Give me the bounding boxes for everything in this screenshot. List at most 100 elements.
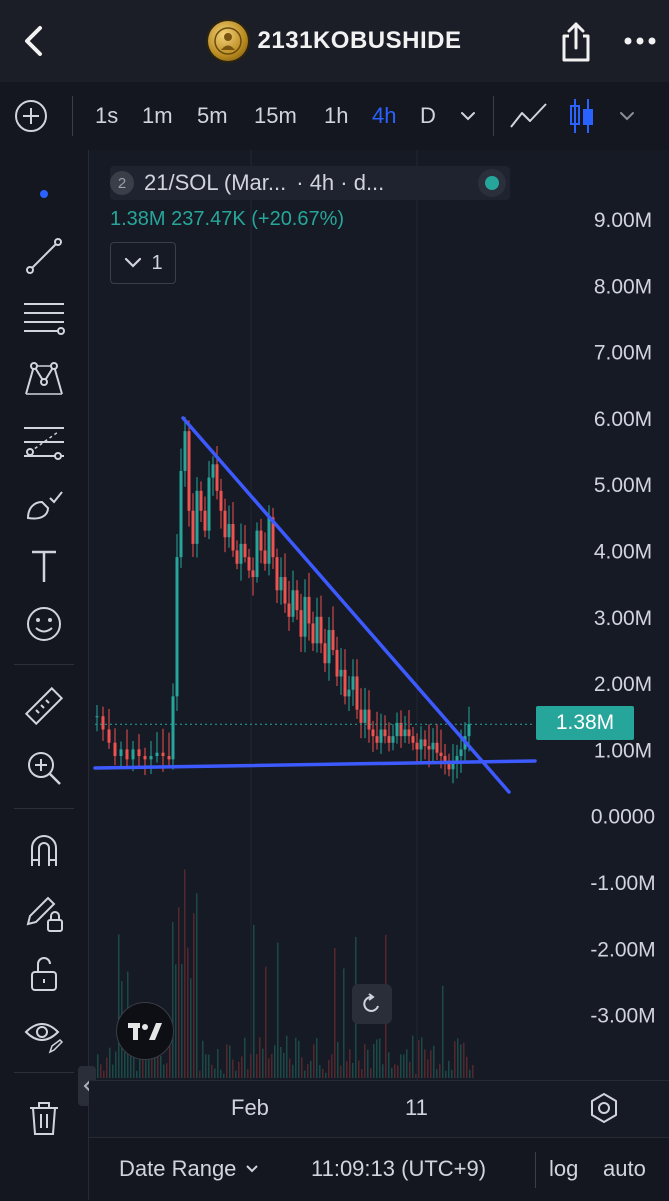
candle-body (195, 490, 199, 544)
volume-bar (394, 1064, 396, 1078)
timeframe-1m[interactable]: 1m (142, 103, 173, 128)
candle-body (443, 756, 447, 763)
timeframe-15m[interactable]: 15m (254, 103, 297, 128)
timeframe-dropdown[interactable] (456, 104, 480, 128)
volume-bar (376, 1039, 378, 1078)
volume-bar (331, 1054, 333, 1078)
measure-tool[interactable] (20, 682, 68, 730)
reset-chart-button[interactable] (352, 984, 392, 1024)
volume-bar (223, 1073, 225, 1078)
visibility-tool[interactable] (20, 1010, 68, 1058)
y-tick-label: 0.0000 (591, 806, 655, 829)
price-chart[interactable]: 9.00M 8.00M 7.00M 6.00M 5.00M 4.00M 3.00M 2.00M… (89, 150, 669, 1080)
text-icon (32, 550, 56, 582)
smiley-icon (27, 607, 61, 641)
top-bar: 2131KOBUSHIDE (0, 0, 669, 82)
candle-body (327, 630, 331, 664)
legend-collapse-button[interactable]: 1 (110, 242, 176, 284)
volume-bar (172, 921, 174, 1078)
volume-bar (211, 1064, 213, 1078)
volume-bar (295, 1037, 297, 1078)
candle-body (435, 742, 439, 753)
volume-bar (274, 1045, 276, 1078)
chart-type-dropdown[interactable] (615, 104, 639, 128)
candle-body (363, 709, 367, 723)
share-button[interactable] (556, 20, 596, 64)
text-tool[interactable] (20, 542, 68, 590)
volume-bar (301, 1057, 303, 1078)
candle-body (455, 756, 459, 763)
brush-tool[interactable] (20, 480, 68, 528)
volume-bar (454, 1041, 456, 1078)
candle-body (171, 696, 175, 760)
forecast-tool[interactable] (20, 418, 68, 466)
volume-bar (133, 1043, 135, 1078)
candle-body (359, 709, 363, 723)
time-axis[interactable]: Feb 11 (89, 1080, 669, 1137)
candle-body (219, 490, 223, 511)
volume-bar (298, 1040, 300, 1078)
pattern-tool[interactable] (20, 356, 68, 404)
log-scale-toggle[interactable]: log (549, 1156, 579, 1181)
timeframe-d[interactable]: D (420, 103, 436, 128)
volume-bar (316, 1037, 318, 1078)
candle-chart-button[interactable] (566, 96, 596, 136)
chart-settings-button[interactable] (586, 1090, 622, 1126)
chart-panel[interactable]: 9.00M 8.00M 7.00M 6.00M 5.00M 4.00M 3.00M 2.00M… (89, 150, 669, 1080)
line-chart-button[interactable] (508, 99, 550, 133)
emoji-tool[interactable] (20, 600, 68, 648)
y-tick-label: -1.00M (590, 872, 655, 895)
volume-bar (460, 1044, 462, 1078)
eye-icon (24, 1023, 64, 1054)
avatar[interactable] (207, 21, 248, 61)
candle-body (311, 623, 315, 644)
volume-bar (421, 1037, 423, 1078)
candle-body (199, 490, 203, 511)
support-trendline (93, 759, 537, 770)
market-status-indicator[interactable] (478, 169, 506, 197)
tradingview-logo[interactable] (116, 1002, 174, 1060)
volume-bar (304, 1070, 306, 1078)
date-range-button[interactable]: Date Range (119, 1156, 260, 1182)
volume-bar (319, 1065, 321, 1078)
magnet-tool[interactable] (20, 826, 68, 874)
back-button[interactable] (14, 20, 54, 62)
candle-body (399, 722, 403, 737)
volume-bar (157, 1054, 159, 1078)
volume-bar (187, 947, 189, 1078)
reset-icon (363, 993, 379, 1012)
trendline-tool[interactable] (20, 232, 68, 280)
candle-body (143, 756, 147, 760)
candle-body (331, 630, 335, 650)
volume-bar (346, 1061, 348, 1078)
legend-symbol-row[interactable]: 2 21/SOL (Mar... · 4h · d... (110, 166, 384, 200)
volume-bar (184, 869, 186, 1078)
auto-scale-toggle[interactable]: auto (603, 1156, 646, 1181)
volume-bar (196, 893, 198, 1078)
timeframe-1h[interactable]: 1h (324, 103, 349, 128)
timeframe-4h[interactable]: 4h (372, 103, 397, 128)
remove-drawings-tool[interactable] (20, 1094, 68, 1142)
unlock-tool[interactable] (20, 950, 68, 998)
y-tick-label: -3.00M (590, 1005, 655, 1028)
candle-body (291, 590, 295, 617)
add-indicator-button[interactable] (14, 99, 48, 133)
coin-avatar-icon (213, 27, 242, 55)
fib-tool[interactable] (20, 294, 68, 342)
timeframe-toolbar: 1s 1m 5m 15m 1h 4h D (0, 82, 669, 151)
candle-body (419, 739, 423, 750)
candle-body (215, 464, 219, 491)
lock-drawings-tool[interactable] (20, 888, 68, 936)
candle-body (131, 749, 135, 760)
pencil-lock-icon (26, 896, 63, 932)
volume-bar (178, 907, 180, 1078)
candle-body (101, 716, 105, 730)
timeframe-1s[interactable]: 1s (95, 103, 119, 128)
timezone-clock[interactable]: 11:09:13 (UTC+9) (311, 1156, 487, 1181)
more-button[interactable] (620, 24, 660, 58)
zoom-tool[interactable] (20, 744, 68, 792)
volume-bar (250, 1054, 252, 1078)
volume-bar (403, 1054, 405, 1078)
cursor-tool[interactable] (20, 170, 68, 218)
timeframe-5m[interactable]: 5m (197, 103, 228, 128)
